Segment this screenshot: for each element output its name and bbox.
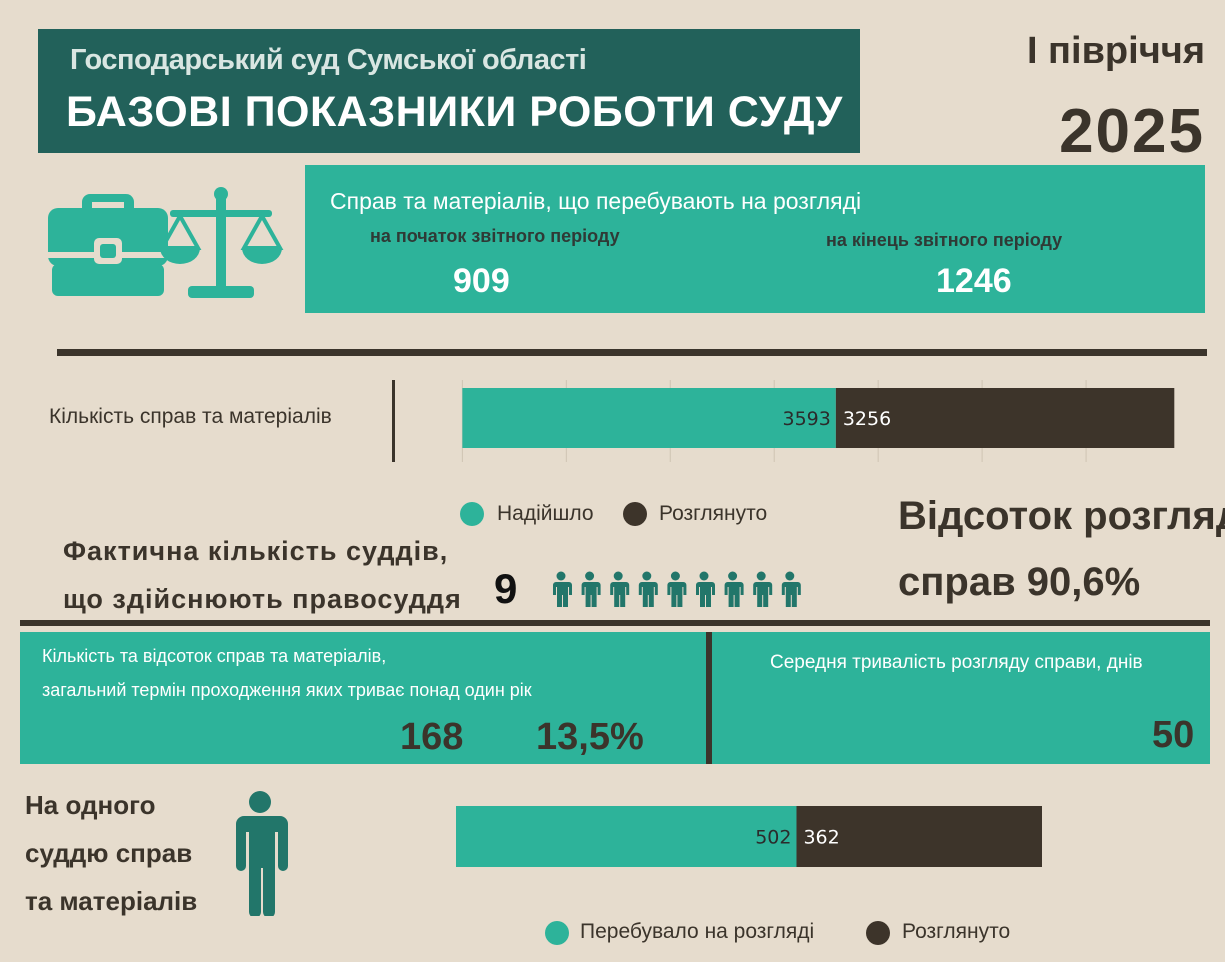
long-cases-title-line1: Кількість та відсоток справ та матеріалі… bbox=[42, 646, 387, 666]
year-label: 2025 bbox=[1059, 97, 1205, 166]
judge-figure-icon bbox=[753, 571, 773, 607]
bar-received bbox=[462, 388, 836, 448]
legend-label-reviewed: Розглянуто bbox=[902, 920, 1011, 943]
judge-figure-icon bbox=[781, 571, 801, 607]
briefcase-icon bbox=[46, 194, 170, 296]
court-name: Господарський суд Сумської області bbox=[70, 44, 587, 76]
judge-figure-icon bbox=[696, 571, 715, 607]
chart-axis-line bbox=[392, 380, 395, 462]
judges-label-line1: Фактична кількість суддів, bbox=[63, 536, 449, 566]
bar-value-label: 362 bbox=[803, 827, 839, 849]
judges-label-line2: що здійснюють правосуддя bbox=[63, 584, 462, 614]
divider-rule bbox=[20, 620, 1210, 626]
legend-label-pending: Перебувало на розгляді bbox=[580, 920, 815, 943]
bar-value-label: 502 bbox=[755, 827, 791, 849]
judge-figure-icon bbox=[667, 571, 687, 607]
cases-chart: 3593 3256 bbox=[461, 380, 1175, 462]
legend-label-reviewed: Розглянуто bbox=[659, 502, 768, 525]
long-cases-title-line2: загальний термін проходження яких триває… bbox=[42, 680, 532, 700]
review-percent-line1: Відсоток розгляду bbox=[898, 494, 1225, 538]
divider-rule bbox=[57, 349, 1207, 356]
scales-icon bbox=[158, 187, 284, 298]
duration-title: Середня тривалість розгляду справи, днів bbox=[770, 652, 1143, 673]
judges-icons bbox=[553, 571, 801, 607]
duration-panel bbox=[712, 632, 1210, 764]
bar-value-label: 3593 bbox=[782, 408, 830, 430]
per-judge-label-line2: суддю справ bbox=[25, 838, 193, 868]
cases-chart-label: Кількість справ та матеріалів bbox=[49, 405, 332, 428]
judge-figure-icon bbox=[553, 571, 572, 607]
page-title: БАЗОВІ ПОКАЗНИКИ РОБОТИ СУДУ bbox=[66, 88, 843, 136]
legend-dot-pending bbox=[545, 921, 569, 945]
long-cases-panel bbox=[20, 632, 706, 764]
per-judge-label-line1: На одного bbox=[25, 790, 156, 820]
judge-figure-icon bbox=[724, 571, 744, 607]
duration-value: 50 bbox=[1152, 714, 1195, 756]
long-cases-percent: 13,5% bbox=[536, 716, 644, 758]
pending-end-label: на кінець звітного періоду bbox=[826, 230, 1063, 250]
period-label: І півріччя bbox=[1026, 30, 1205, 72]
per-judge-label-line3: та матеріалів bbox=[25, 886, 198, 916]
pending-end-value: 1246 bbox=[936, 262, 1012, 300]
legend-label-received: Надійшло bbox=[497, 502, 594, 525]
judge-figure-icon bbox=[610, 571, 630, 607]
pending-start-value: 909 bbox=[453, 262, 510, 300]
legend-dot-reviewed bbox=[866, 921, 890, 945]
pending-start-label: на початок звітного періоду bbox=[370, 226, 620, 246]
bar-reviewed bbox=[796, 806, 1042, 867]
panel-divider bbox=[706, 632, 712, 764]
per-judge-chart: 502 362 bbox=[456, 806, 1042, 867]
pending-cases-panel bbox=[305, 165, 1205, 313]
bar-pending bbox=[456, 806, 797, 867]
judges-count: 9 bbox=[494, 565, 518, 612]
long-cases-count: 168 bbox=[400, 716, 464, 758]
judge-figure-icon bbox=[581, 571, 601, 607]
judge-figure-icon bbox=[638, 571, 658, 607]
legend-dot-received bbox=[460, 502, 484, 526]
legend-dot-reviewed bbox=[623, 502, 647, 526]
bar-value-label: 3256 bbox=[843, 408, 891, 430]
pending-title: Справ та матеріалів, що перебувають на р… bbox=[330, 188, 862, 214]
person-icon bbox=[236, 791, 288, 916]
bar-reviewed bbox=[835, 388, 1175, 448]
header-banner bbox=[38, 29, 860, 153]
review-percent-line2: справ 90,6% bbox=[898, 560, 1141, 604]
